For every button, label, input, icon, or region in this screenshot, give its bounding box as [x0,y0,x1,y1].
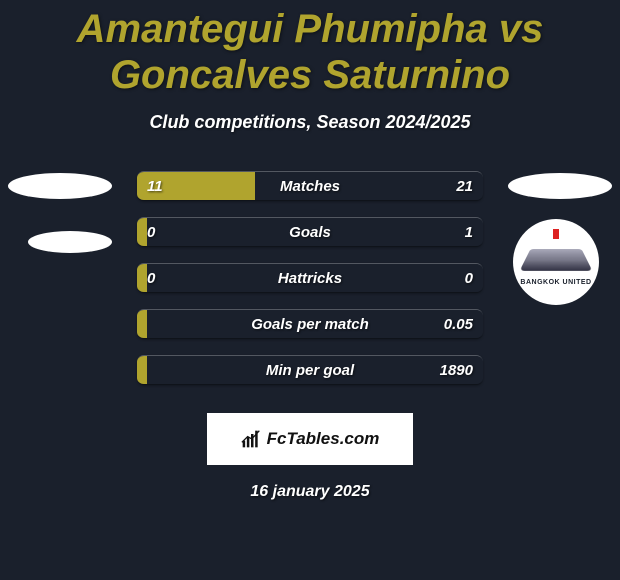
brand-text: FcTables.com [267,429,380,449]
team-left-logo-2 [28,231,112,253]
stat-row: Hattricks0 0 [137,263,483,293]
date: 16 january 2025 [0,483,620,501]
stat-value-left: 0 [147,264,155,292]
stat-value-right: 1890 [440,356,473,384]
shield-icon [520,248,593,270]
stat-value-right: 21 [456,172,473,200]
page-title: Amantegui Phumipha vs Goncalves Saturnin… [0,0,620,102]
team-right-name: BANGKOK UNITED [520,279,591,286]
stats-area: BANGKOK UNITED Matches1121Goals01Hattric… [0,157,620,385]
stat-label: Goals per match [137,310,483,338]
chart-icon [241,429,261,449]
flag-icon [553,229,559,239]
stat-row: Matches11 21 [137,171,483,201]
stat-row: Min per goal1890 [137,355,483,385]
team-left-logo-1 [8,173,112,199]
team-right-logo-1 [508,173,612,199]
stat-label: Matches [137,172,483,200]
stat-bars: Matches1121Goals01Hattricks00Goals per m… [137,157,483,385]
stat-label: Hattricks [137,264,483,292]
stat-value-left: 0 [147,218,155,246]
stat-value-right: 0 [465,264,473,292]
stat-value-right: 0.05 [444,310,473,338]
stat-label: Goals [137,218,483,246]
stat-row: Goals per match0.05 [137,309,483,339]
stat-value-left: 11 [147,172,163,200]
brand-badge: FcTables.com [207,413,413,465]
stat-label: Min per goal [137,356,483,384]
subtitle: Club competitions, Season 2024/2025 [0,102,620,157]
team-right-logo-2: BANGKOK UNITED [513,219,599,305]
stat-row: Goals0 1 [137,217,483,247]
stat-value-right: 1 [465,218,473,246]
